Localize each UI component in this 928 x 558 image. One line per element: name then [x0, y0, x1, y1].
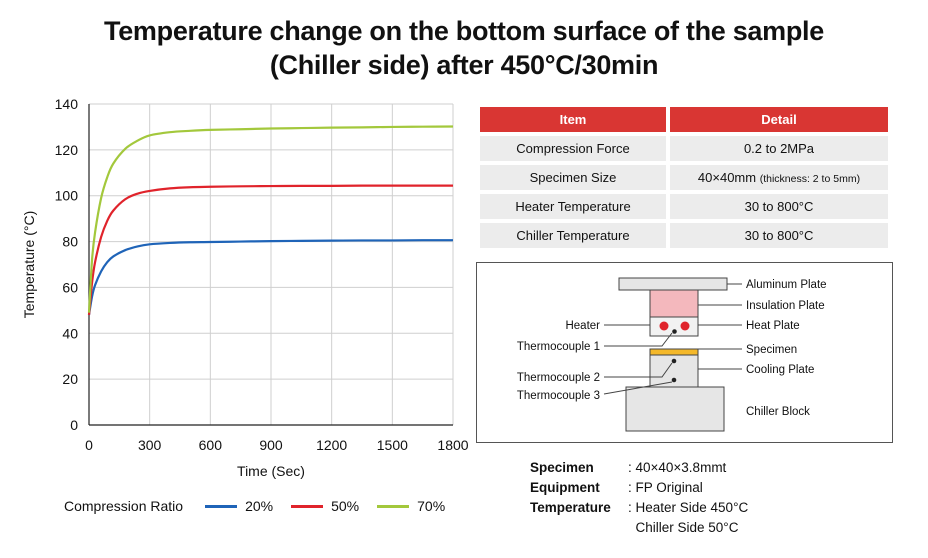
- table-cell-detail: 40×40mm (thickness: 2 to 5mm): [670, 165, 888, 190]
- x-tick-label: 0: [85, 437, 93, 453]
- legend-label-70: 70%: [417, 498, 446, 514]
- x-axis-label: Time (Sec): [237, 463, 305, 479]
- label-chiller-block: Chiller Block: [746, 406, 810, 418]
- table-header-detail: Detail: [670, 107, 888, 132]
- title-line-2: (Chiller side) after 450°C/30min: [269, 50, 659, 80]
- y-tick-label: 120: [55, 142, 79, 158]
- thermocouple-2-dot: [671, 358, 677, 364]
- x-tick-label: 300: [138, 437, 162, 453]
- temperature-line-chart: 0 20 40 60 80 100 120 140 0 300 600 900 1200 1500 1800…: [21, 96, 469, 479]
- y-tick-label: 100: [55, 188, 79, 204]
- legend-swatch-50: [291, 504, 324, 508]
- series-line-20: [87, 239, 454, 316]
- specs-block: Specimen : 40×40×3.8mmt Equipment : FP O…: [530, 458, 748, 538]
- table-cell-item: Compression Force: [480, 136, 666, 161]
- spec-key: Specimen: [530, 460, 594, 475]
- table-cell-detail: 30 to 800°C: [670, 194, 888, 219]
- label-specimen: Specimen: [746, 344, 797, 356]
- legend-item-20: 20%: [205, 498, 273, 514]
- label-aluminum-plate: Aluminum Plate: [746, 279, 827, 291]
- spec-key: Equipment: [530, 480, 600, 495]
- aluminum-plate: [618, 277, 728, 291]
- y-tick-label: 40: [62, 325, 78, 341]
- label-cooling-plate: Cooling Plate: [746, 364, 814, 376]
- table-cell-item: Chiller Temperature: [480, 223, 666, 248]
- table-cell-item: Heater Temperature: [480, 194, 666, 219]
- x-tick-label: 1800: [437, 437, 468, 453]
- specimen-layer: [649, 348, 699, 356]
- x-tick-label: 900: [259, 437, 283, 453]
- legend: Compression Ratio 20% 50% 70%: [64, 498, 463, 514]
- series-line-70: [87, 125, 454, 313]
- label-heater: Heater: [565, 320, 600, 332]
- label-thermocouple-2: Thermocouple 2: [517, 372, 600, 384]
- spec-value: : Heater Side 450°C Chiller Side 50°C: [628, 500, 749, 535]
- table-row: Chiller Temperature 30 to 800°C: [480, 223, 888, 248]
- y-tick-label: 60: [62, 279, 78, 295]
- y-tick-label: 0: [70, 417, 78, 433]
- table-header-item: Item: [480, 107, 666, 132]
- thermocouple-1-dot: [672, 329, 677, 334]
- table-cell-detail: 30 to 800°C: [670, 223, 888, 248]
- legend-title: Compression Ratio: [64, 498, 184, 514]
- chart-title: Temperature change on the bottom surface…: [0, 14, 928, 82]
- label-thermocouple-3: Thermocouple 3: [517, 390, 600, 402]
- leader-lines: [603, 283, 742, 395]
- label-insulation-plate: Insulation Plate: [746, 300, 825, 312]
- heater-dot-right: [680, 321, 690, 331]
- heater-dot-left: [659, 321, 669, 331]
- legend-label-20: 20%: [245, 498, 274, 514]
- x-tick-label: 600: [199, 437, 223, 453]
- spec-table: Item Detail Compression Force 0.2 to 2MP…: [476, 103, 892, 252]
- apparatus-diagram: Aluminum Plate Insulation Plate Heat Pla…: [476, 262, 893, 443]
- y-tick-label: 80: [62, 234, 78, 250]
- insulation-plate: [649, 289, 699, 318]
- y-tick-label: 140: [55, 96, 79, 112]
- legend-swatch-70: [377, 504, 410, 508]
- table-cell-item: Specimen Size: [480, 165, 666, 190]
- label-heat-plate: Heat Plate: [746, 320, 800, 332]
- table-cell-detail-note: (thickness: 2 to 5mm): [759, 173, 861, 185]
- thermocouple-3-dot: [671, 377, 677, 383]
- spec-row: Equipment : FP Original: [530, 478, 748, 498]
- table-header-row: Item Detail: [480, 107, 888, 132]
- table-row: Compression Force 0.2 to 2MPa: [480, 136, 888, 161]
- spec-key: Temperature: [530, 500, 611, 515]
- table-row: Heater Temperature 30 to 800°C: [480, 194, 888, 219]
- chiller-block: [625, 386, 725, 432]
- y-axis-label: Temperature (°C): [21, 211, 37, 319]
- x-tick-label: 1200: [316, 437, 347, 453]
- x-tick-label: 1500: [377, 437, 408, 453]
- legend-item-50: 50%: [291, 498, 359, 514]
- spec-row: Specimen : 40×40×3.8mmt: [530, 458, 748, 478]
- spec-row: Temperature : Heater Side 450°C Chiller …: [530, 498, 748, 538]
- legend-item-70: 70%: [377, 498, 445, 514]
- table-cell-detail-main: 40×40mm: [697, 170, 757, 185]
- legend-swatch-20: [205, 504, 238, 508]
- title-line-1: Temperature change on the bottom surface…: [104, 16, 824, 46]
- spec-value: : FP Original: [628, 480, 703, 495]
- table-row: Specimen Size 40×40mm (thickness: 2 to 5…: [480, 165, 888, 190]
- spec-value: : 40×40×3.8mmt: [628, 460, 727, 475]
- series-line-50: [87, 184, 453, 316]
- label-thermocouple-1: Thermocouple 1: [517, 341, 600, 353]
- y-tick-label: 20: [62, 371, 78, 387]
- legend-label-50: 50%: [331, 498, 360, 514]
- table-cell-detail: 0.2 to 2MPa: [670, 136, 888, 161]
